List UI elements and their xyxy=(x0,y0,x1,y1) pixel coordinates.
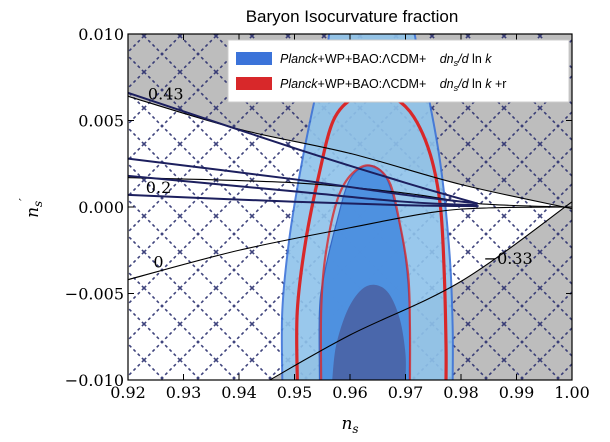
svg-text:ns: ns xyxy=(341,414,358,436)
region-red-1sigma xyxy=(319,164,412,380)
contour-dark-4 xyxy=(128,193,478,208)
x-tick-label: 0.95 xyxy=(277,383,313,402)
y-tick-label: −0.010 xyxy=(65,371,124,390)
x-tick-label: 0.97 xyxy=(388,383,424,402)
legend-label-1: Planck+WP+BAO:ΛCDM+ dns/d ln k xyxy=(280,52,492,68)
x-tick-label: 0.99 xyxy=(499,383,535,402)
legend-box xyxy=(227,39,570,103)
x-tick-label: 1.00 xyxy=(554,383,590,402)
contour-thin-1 xyxy=(128,177,567,208)
y-axis-label: ns′ xyxy=(17,198,45,218)
contour-annotation: −0.33 xyxy=(484,249,533,268)
contour-dark-2 xyxy=(128,157,478,205)
contour-lines xyxy=(128,91,572,380)
x-tick-label: 0.93 xyxy=(166,383,202,402)
y-tick-label: −0.005 xyxy=(65,285,124,304)
contour-annotations: 0.43 0.2 0 −0.33 xyxy=(146,85,533,272)
contour-annotation: 0 xyxy=(153,253,163,272)
x-axis-label: ns xyxy=(341,414,358,436)
x-tick-label: 0.94 xyxy=(221,383,257,402)
x-tick-label: 0.98 xyxy=(443,383,479,402)
x-tick-label: 0.96 xyxy=(332,383,368,402)
svg-text:ns′: ns′ xyxy=(17,198,45,218)
region-dark-core xyxy=(332,284,406,380)
legend-swatch-red xyxy=(236,77,272,90)
contour-lower-bound xyxy=(268,201,572,380)
contour-annotation: 0.2 xyxy=(146,178,171,197)
x-axis-ticks: 0.92 0.93 0.94 0.95 0.96 0.97 0.98 0.99 1.00 xyxy=(110,34,590,402)
contour-upper-bound xyxy=(128,95,572,210)
contour-dark-3 xyxy=(128,174,478,207)
y-axis-ticks: 0.010 0.005 0.000 −0.005 −0.010 xyxy=(65,25,572,390)
confidence-regions xyxy=(280,34,454,380)
contour-annotation: 0.43 xyxy=(148,85,184,104)
legend-label-2: Planck+WP+BAO:ΛCDM+ dns/d ln k +r xyxy=(280,77,506,93)
contour-thin-2 xyxy=(128,206,572,281)
legend: Planck+WP+BAO:ΛCDM+ dns/d ln k Planck+WP… xyxy=(227,39,570,103)
x-tick-label: 0.92 xyxy=(110,383,146,402)
y-tick-label: 0.005 xyxy=(78,112,124,131)
y-tick-label: 0.000 xyxy=(78,198,124,217)
legend-swatch-blue xyxy=(236,52,272,65)
contour-dark-1 xyxy=(128,91,478,205)
y-tick-label: 0.010 xyxy=(78,25,124,44)
chart-title: Baryon Isocurvature fraction xyxy=(246,7,459,26)
